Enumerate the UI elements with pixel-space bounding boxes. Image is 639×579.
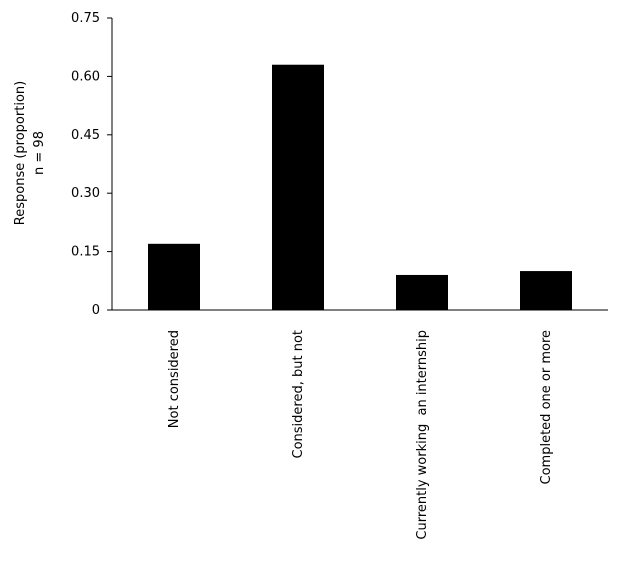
x-category-label: Currently working an internship: [415, 330, 430, 540]
y-tick-label: 0.45: [71, 128, 100, 143]
y-tick-label: 0.60: [71, 69, 100, 84]
x-category-label: Completed one or more: [539, 330, 554, 484]
bar: [148, 243, 200, 310]
bar: [272, 64, 324, 310]
y-tick-label: 0.15: [71, 245, 100, 260]
bar: [520, 271, 572, 310]
x-category-labels: Not considered Considered, but not Current…: [167, 330, 554, 540]
y-tick-label: 0.75: [71, 11, 100, 26]
x-category-label: Considered, but not: [291, 330, 306, 459]
y-axis-title-line-2: n = 98: [32, 131, 47, 175]
bar: [396, 274, 448, 310]
y-tick-label: 0: [92, 303, 100, 318]
y-axis-title: Response (proportion) n = 98: [13, 81, 47, 225]
y-ticks: 0 0.15 0.30 0.45 0.60 0.75: [71, 11, 112, 318]
y-tick-label: 0.30: [71, 186, 100, 201]
y-axis-title-line-1: Response (proportion): [13, 81, 28, 225]
x-category-label: Not considered: [167, 330, 182, 428]
bars: [148, 64, 572, 310]
